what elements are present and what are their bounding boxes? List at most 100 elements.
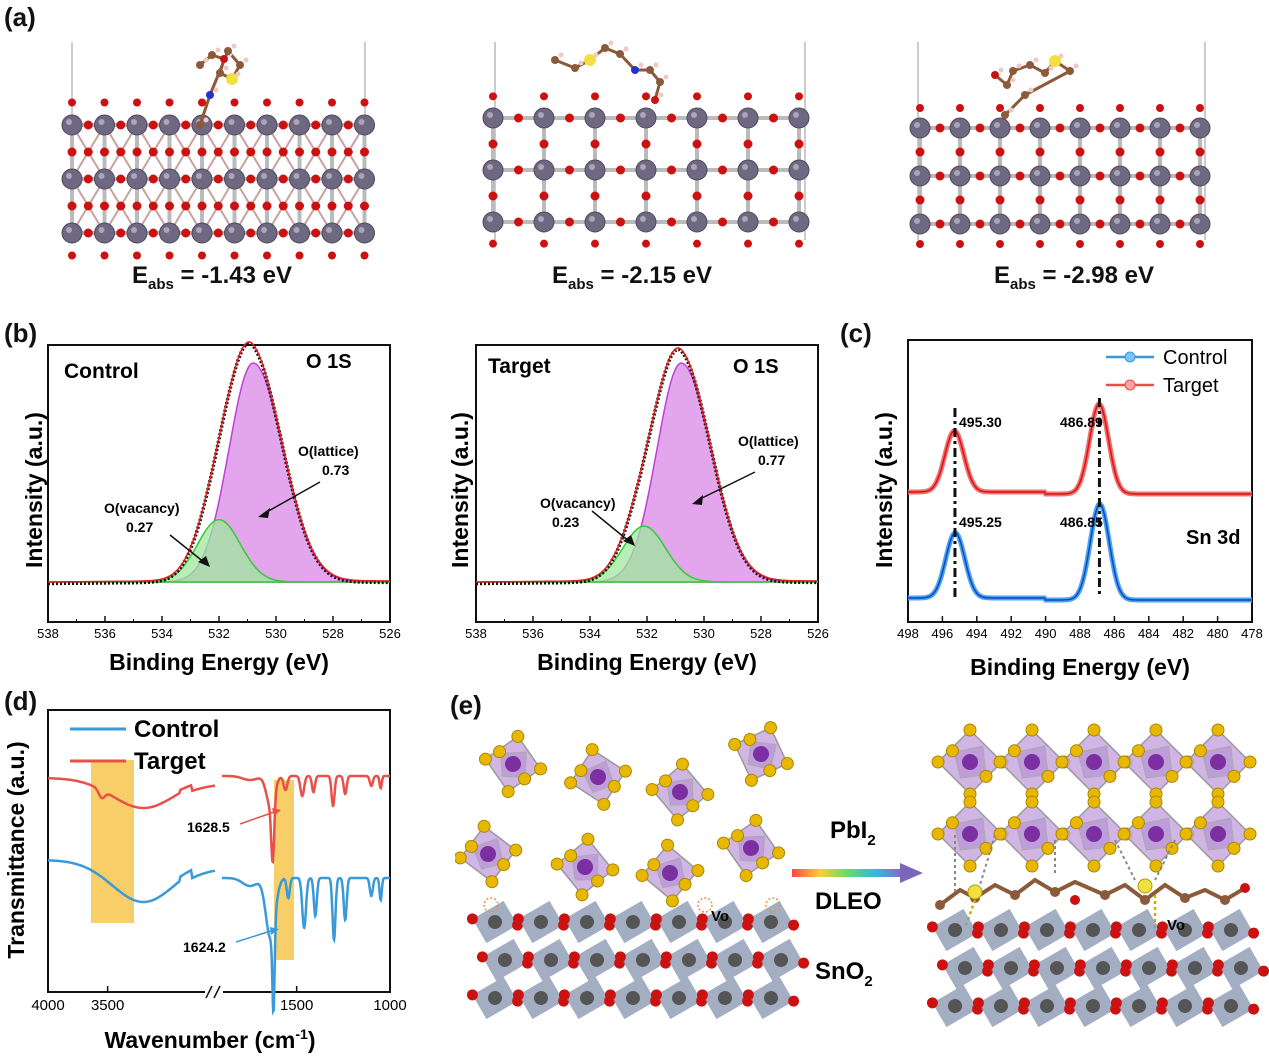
atom-highlight — [1114, 170, 1120, 176]
oxygen-atom — [794, 191, 804, 201]
atom-highlight — [163, 227, 170, 233]
oxygen-atom — [743, 191, 753, 201]
tin-atom — [94, 168, 115, 190]
oxygen-atom — [667, 165, 676, 175]
fit-envelope — [476, 347, 818, 583]
sno2-unit — [926, 908, 984, 952]
tin-atom — [1040, 923, 1054, 937]
iodine-atom — [1149, 795, 1163, 809]
atom-highlight — [994, 170, 1000, 176]
hydrogen-atom — [1010, 77, 1016, 83]
x-axis-label: Binding Energy (eV) — [537, 649, 757, 675]
oxygen-atom — [788, 919, 800, 931]
iodine-atom — [659, 774, 673, 788]
oxygen-atom — [769, 165, 778, 175]
sno2-unit — [1212, 946, 1269, 990]
atom-highlight — [326, 119, 332, 125]
sno2-unit — [696, 900, 754, 944]
oxygen-atom — [83, 147, 93, 157]
oxygen-atom — [311, 174, 321, 184]
iodine-atom — [1117, 755, 1131, 769]
oxygen-atom — [540, 92, 548, 101]
oxygen-atom — [1036, 104, 1044, 112]
tin-atom — [1234, 961, 1248, 975]
oxygen-atom — [1135, 219, 1145, 229]
iodine-atom — [497, 858, 511, 872]
tin-atom — [909, 165, 931, 187]
dleo-chain — [938, 877, 1247, 907]
oxygen-atom — [1175, 123, 1185, 133]
iodine-atom — [1087, 795, 1101, 809]
iodine-atom — [780, 757, 794, 771]
oxygen-atom — [360, 98, 369, 107]
oxygen-atom — [230, 251, 239, 260]
right-scheme — [926, 723, 1269, 1028]
legend-label-target: Target — [1163, 375, 1219, 397]
atom-highlight — [1114, 218, 1120, 224]
tin-atom — [482, 211, 504, 233]
ftir-chart: Control Target 1628.5 1624.2 4000 3500 150… — [3, 709, 407, 1053]
oxygen-atom — [744, 92, 752, 101]
iodine-atom — [575, 888, 589, 902]
lead-atom — [1086, 754, 1102, 770]
iodine-atom — [607, 779, 621, 793]
hydrogen-atom — [213, 87, 219, 93]
oxygen-atom — [132, 201, 142, 211]
iodine-atom — [1087, 859, 1101, 873]
oxygen-atom — [311, 201, 321, 211]
x-axis-ticks: 498 496 494 492 490 488 486 484 482 480 478 — [897, 616, 1263, 641]
vacancy-site — [483, 897, 499, 913]
lead-atom — [1210, 826, 1226, 842]
oxygen-atom — [1195, 195, 1205, 205]
tin-atom — [289, 168, 310, 190]
hydrogen-atom — [998, 67, 1004, 73]
tin-atom — [159, 222, 180, 244]
oxygen-atom — [935, 171, 945, 181]
oxygen-atom — [1248, 927, 1260, 939]
reaction-arrow-head — [900, 863, 923, 883]
atom — [1041, 69, 1049, 77]
hydrogen-atom — [215, 47, 221, 53]
oxygen-atom — [956, 104, 964, 112]
atom-highlight — [358, 119, 365, 125]
tin-atom — [635, 107, 657, 129]
iodine-atom — [1193, 816, 1207, 830]
tin-atom — [488, 991, 502, 1005]
oxygen-atom — [181, 174, 191, 184]
oxygen-atom — [1055, 123, 1065, 133]
tin-atom — [636, 953, 650, 967]
oxygen-atom — [1076, 240, 1084, 248]
iodine-atom — [1211, 723, 1225, 737]
atom-highlight — [742, 112, 748, 118]
oxygen-atom — [1195, 147, 1205, 157]
atom-highlight — [196, 173, 202, 179]
hydrogen-atom — [578, 60, 584, 66]
lead-atom — [1148, 826, 1164, 842]
atom-highlight — [1154, 122, 1160, 128]
oxygen-atom — [295, 201, 304, 211]
pbi6-octahedron — [550, 832, 620, 902]
lead-atom — [1148, 754, 1164, 770]
oxygen-atom — [116, 120, 126, 130]
x-axis-label: Wavenumber (cm-1) — [105, 1026, 316, 1053]
lead-atom — [590, 769, 606, 785]
tin-atom — [534, 915, 548, 929]
iodine-atom — [661, 838, 675, 852]
oxygen-atom — [148, 147, 158, 157]
oxygen-atom — [466, 989, 478, 1001]
sno2-unit — [1074, 946, 1132, 990]
annotation-arrow — [235, 929, 275, 943]
oxygen-atom — [604, 989, 616, 1001]
tin-atom — [737, 107, 759, 129]
tin-atom — [1069, 117, 1091, 139]
iodine-atom — [485, 875, 499, 889]
vacancy-label: Vo — [1167, 917, 1185, 934]
oxygen-atom — [590, 139, 600, 149]
vacancy-site — [765, 897, 781, 913]
iodine-atom — [1103, 841, 1117, 855]
oxygen-atom — [1155, 195, 1165, 205]
legend-marker — [1124, 351, 1136, 363]
tin-atom — [533, 107, 555, 129]
iodine-atom — [1227, 769, 1241, 783]
oxygen-atom — [328, 251, 336, 260]
